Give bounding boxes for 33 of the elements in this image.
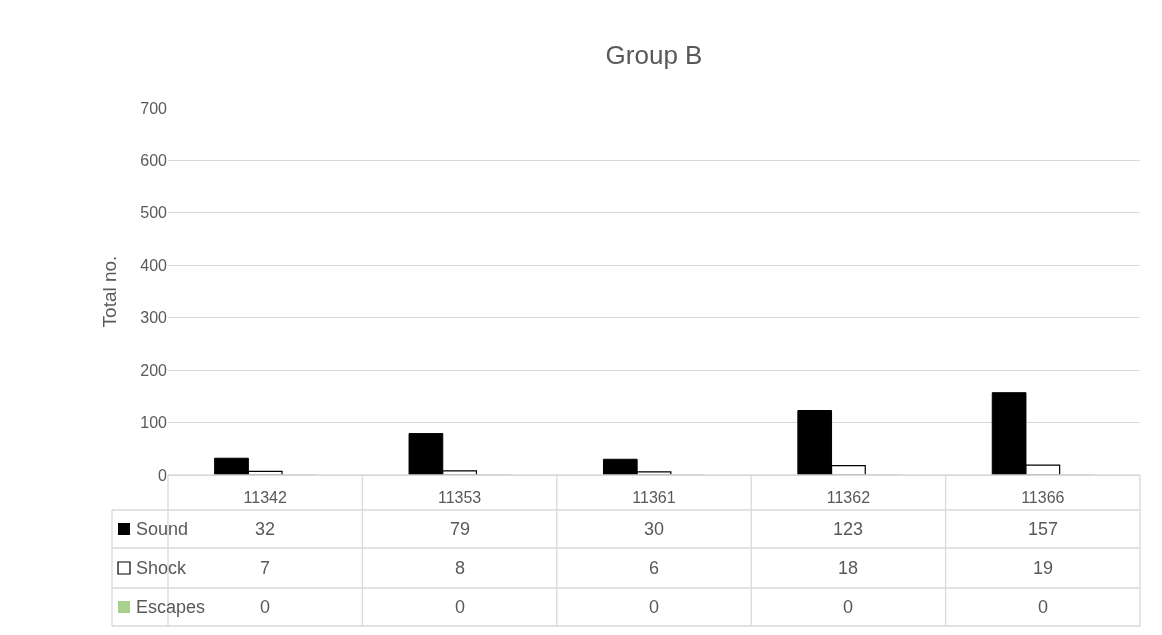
- y-axis-title: Total no.: [99, 255, 121, 328]
- y-tick-label: 100: [140, 414, 168, 432]
- y-tick-label: 300: [140, 309, 168, 327]
- x-tick-label: 11353: [437, 489, 482, 507]
- data-label: 157: [1028, 519, 1059, 539]
- data-label: 79: [450, 519, 471, 539]
- data-label: 18: [838, 558, 859, 578]
- legend-label: Shock: [136, 558, 188, 578]
- x-tick-label: 11361: [632, 489, 676, 507]
- x-tick-label: 11342: [243, 489, 287, 507]
- y-tick-label: 200: [140, 361, 168, 379]
- y-tick-label: 600: [140, 152, 168, 170]
- legend-label: Sound: [136, 519, 189, 539]
- y-tick-label: 0: [158, 466, 168, 484]
- x-tick-label: 11362: [826, 489, 871, 507]
- data-label: 0: [260, 597, 271, 617]
- data-label: 30: [644, 519, 665, 539]
- data-label: 8: [455, 558, 466, 578]
- y-tick-label: 700: [140, 99, 168, 117]
- x-tick-label: 11366: [1021, 489, 1065, 507]
- legend-label: Escapes: [136, 597, 206, 617]
- data-label: 0: [649, 597, 660, 617]
- data-label: 32: [255, 519, 276, 539]
- data-label: 123: [833, 519, 864, 539]
- data-label: 0: [1038, 597, 1049, 617]
- y-tick-label: 500: [140, 204, 168, 222]
- y-tick-label: 400: [140, 256, 168, 274]
- data-label: 0: [455, 597, 466, 617]
- data-label: 19: [1033, 558, 1054, 578]
- data-label: 6: [649, 558, 660, 578]
- chart-title: Group B: [605, 40, 703, 71]
- data-label: 7: [260, 558, 271, 578]
- data-label: 0: [843, 597, 854, 617]
